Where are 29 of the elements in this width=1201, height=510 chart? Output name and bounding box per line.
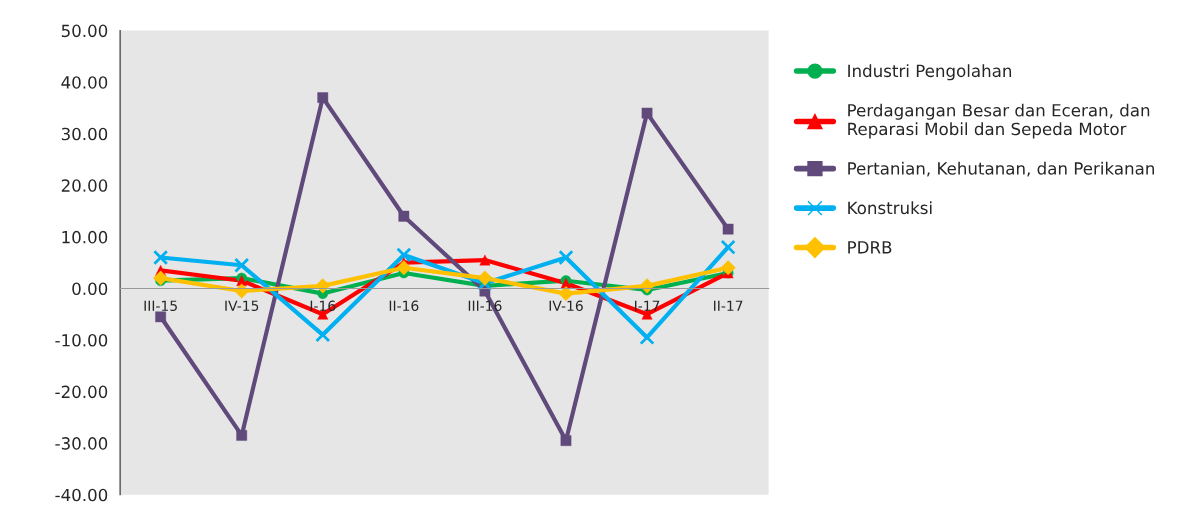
y-tick-label: 20.00 [61, 179, 108, 192]
legend-label: Pertanian, Kehutanan, dan Perikanan [848, 161, 1154, 177]
point [234, 257, 250, 273]
legend-label: Industri Pengolahan [848, 64, 1012, 81]
point [396, 247, 412, 263]
legend-label: Konstruksi [848, 201, 932, 215]
point [639, 329, 655, 346]
x-tick-label: IV-15 [225, 300, 259, 311]
point [558, 249, 574, 266]
y-tick-label: -30.00 [55, 437, 108, 450]
legend-label: PDRB [848, 241, 892, 254]
x-tick-label: II-16 [389, 300, 419, 311]
y-tick-label: -20.00 [55, 385, 108, 399]
x-tick-label: IV-16 [549, 300, 583, 311]
y-tick-label: 40.00 [61, 76, 108, 89]
x-tick-label: III-15 [144, 300, 177, 311]
y-tick-label: -10.00 [55, 333, 108, 347]
point [720, 239, 736, 255]
y-tick-label: 10.00 [62, 230, 108, 244]
x-tick-label: I-17 [635, 300, 660, 311]
y-tick-label: 50.00 [61, 24, 108, 38]
y-tick-label: 0.00 [72, 282, 108, 295]
point [153, 249, 169, 266]
point [315, 327, 331, 343]
legend-label: Perdagangan Besar dan Eceran, dan Reparasi Mobil dan Sepeda Motor [848, 103, 1150, 139]
x-tick-label: II-17 [714, 300, 743, 311]
x-tick-label: I-16 [310, 300, 336, 311]
y-tick-label: 30.00 [61, 127, 108, 141]
y-tick-label: -40.00 [55, 488, 108, 502]
